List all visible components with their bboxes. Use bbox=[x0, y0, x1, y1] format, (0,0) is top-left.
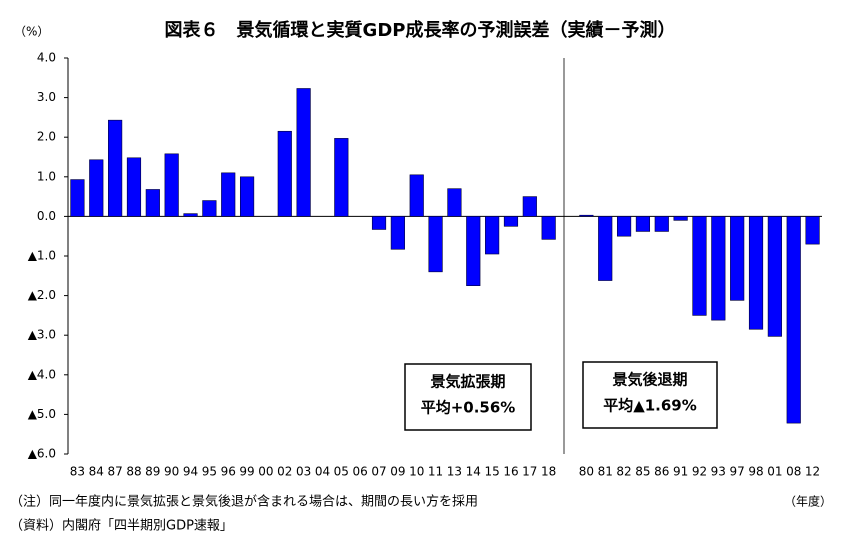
bar bbox=[654, 216, 669, 232]
annotation-text: 景気拡張期 bbox=[430, 373, 505, 391]
y-tick-label: ▲5.0 bbox=[28, 407, 56, 421]
note: （資料）内閣府「四半期別GDP速報」 bbox=[10, 518, 233, 534]
bar bbox=[202, 200, 217, 217]
y-tick-label: ▲6.0 bbox=[28, 447, 56, 461]
x-tick-label: 84 bbox=[89, 465, 104, 479]
bar bbox=[579, 214, 594, 217]
y-tick-label: 2.0 bbox=[37, 130, 56, 144]
bar bbox=[748, 216, 764, 330]
bar bbox=[108, 119, 123, 217]
x-tick-label: 87 bbox=[107, 465, 122, 479]
x-tick-label: 13 bbox=[447, 465, 462, 479]
bar bbox=[485, 216, 500, 255]
x-tick-label: 99 bbox=[239, 465, 254, 479]
x-tick-label: 83 bbox=[70, 465, 85, 479]
x-tick-label: 11 bbox=[428, 465, 443, 479]
bar bbox=[70, 179, 85, 217]
bar bbox=[730, 216, 745, 301]
y-unit: （%） bbox=[14, 25, 49, 39]
bar bbox=[239, 176, 255, 217]
x-tick-label: 08 bbox=[786, 465, 801, 479]
y-tick-label: 1.0 bbox=[37, 169, 56, 183]
x-tick-label: 16 bbox=[503, 465, 518, 479]
bar bbox=[390, 216, 405, 250]
x-tick-label: 12 bbox=[805, 465, 820, 479]
bar bbox=[673, 216, 688, 221]
x-tick-label: 10 bbox=[409, 465, 424, 479]
x-tick-label: 95 bbox=[202, 465, 217, 479]
y-tick-label: ▲4.0 bbox=[28, 367, 56, 381]
bar bbox=[635, 216, 651, 232]
x-tick-label: 00 bbox=[258, 465, 273, 479]
bar bbox=[296, 88, 311, 217]
note: （注）同一年度内に景気拡張と景気後退が含まれる場合は、期間の長い方を採用 bbox=[10, 494, 478, 510]
x-tick-label: 88 bbox=[126, 465, 141, 479]
x-tick-label: 05 bbox=[334, 465, 349, 479]
y-tick-label: ▲1.0 bbox=[28, 249, 56, 263]
x-tick-label: 80 bbox=[579, 465, 594, 479]
x-tick-label: 17 bbox=[522, 465, 537, 479]
bar bbox=[277, 130, 292, 217]
y-tick-label: ▲3.0 bbox=[28, 328, 56, 342]
bar bbox=[221, 172, 236, 217]
x-tick-label: 98 bbox=[748, 465, 763, 479]
bar bbox=[126, 157, 142, 217]
x-tick-label: 93 bbox=[711, 465, 726, 479]
x-tick-label: 89 bbox=[145, 465, 160, 479]
y-tick-label: 4.0 bbox=[37, 51, 56, 65]
x-tick-label: 01 bbox=[767, 465, 782, 479]
bar bbox=[786, 216, 801, 424]
x-tick-label: 02 bbox=[277, 465, 292, 479]
x-tick-label: 94 bbox=[183, 465, 198, 479]
bar bbox=[164, 153, 179, 217]
y-tick-label: 0.0 bbox=[37, 209, 56, 223]
x-tick-label: 82 bbox=[616, 465, 631, 479]
x-tick-label: 97 bbox=[730, 465, 745, 479]
bar bbox=[598, 216, 613, 281]
x-tick-label: 96 bbox=[221, 465, 236, 479]
bar bbox=[447, 188, 462, 217]
bar bbox=[541, 216, 556, 240]
x-tick-label: 03 bbox=[296, 465, 311, 479]
bar bbox=[692, 216, 707, 316]
bar bbox=[767, 216, 782, 337]
bar bbox=[466, 216, 481, 286]
bar bbox=[371, 216, 387, 230]
x-tick-label: 09 bbox=[390, 465, 405, 479]
bar bbox=[428, 216, 443, 273]
bar bbox=[616, 216, 632, 237]
bar bbox=[183, 213, 198, 217]
x-unit: （年度） bbox=[784, 494, 832, 509]
x-tick-label: 07 bbox=[371, 465, 386, 479]
x-tick-label: 92 bbox=[692, 465, 707, 479]
annotation-text: 平均+0.56% bbox=[421, 399, 516, 417]
y-tick-label: ▲2.0 bbox=[28, 288, 56, 302]
annotation-text: 平均▲1.69% bbox=[603, 397, 697, 415]
bar bbox=[711, 216, 726, 321]
x-tick-label: 04 bbox=[315, 465, 330, 479]
x-tick-label: 90 bbox=[164, 465, 179, 479]
bar bbox=[145, 189, 160, 217]
bar bbox=[503, 216, 519, 227]
y-tick-label: 3.0 bbox=[37, 90, 56, 104]
x-tick-label: 06 bbox=[353, 465, 368, 479]
x-tick-label: 91 bbox=[673, 465, 688, 479]
bar bbox=[409, 174, 424, 217]
annotation-box bbox=[582, 361, 718, 429]
x-tick-label: 85 bbox=[635, 465, 650, 479]
x-tick-label: 18 bbox=[541, 465, 556, 479]
x-tick-label: 81 bbox=[598, 465, 613, 479]
chart-title: 図表６ 景気循環と実質GDP成長率の予測誤差（実績－予測） bbox=[165, 19, 676, 41]
x-tick-label: 14 bbox=[466, 465, 481, 479]
x-tick-label: 86 bbox=[654, 465, 669, 479]
bar bbox=[522, 196, 537, 217]
bar bbox=[805, 216, 820, 245]
bar bbox=[334, 138, 349, 217]
bar bbox=[89, 159, 104, 217]
x-tick-label: 15 bbox=[484, 465, 499, 479]
annotation-text: 景気後退期 bbox=[612, 371, 687, 389]
annotation-box bbox=[404, 363, 532, 431]
